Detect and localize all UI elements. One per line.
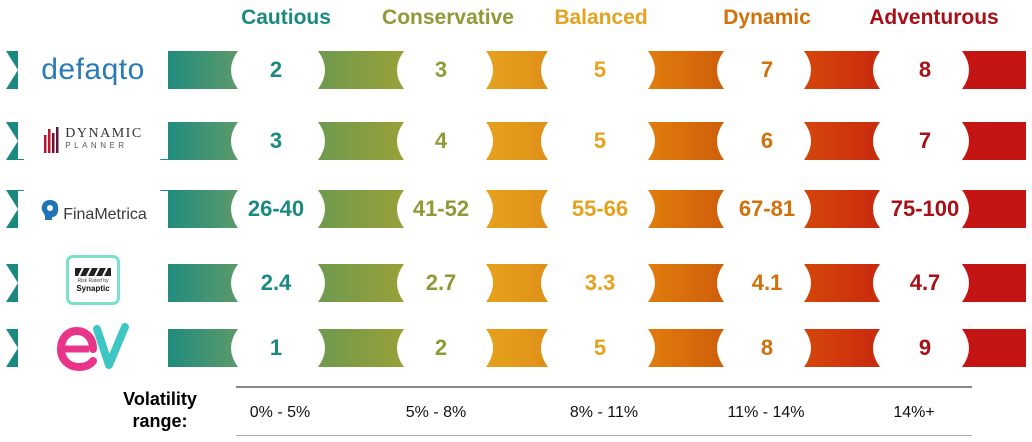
band-segment-cautious bbox=[160, 51, 238, 89]
volatility-balanced: 8% - 11% bbox=[569, 404, 639, 421]
band-right-cap bbox=[962, 190, 1026, 228]
value-conservative: 3 bbox=[434, 57, 448, 82]
ev-logo bbox=[18, 322, 168, 374]
synaptic-badge-icon: Risk Rated by Synaptic bbox=[66, 255, 120, 305]
band-segment-conservative bbox=[318, 122, 404, 160]
dynamic-planner-subname: PLANNER bbox=[65, 141, 128, 150]
band-right-cap bbox=[962, 264, 1026, 302]
band-segment-adventurous bbox=[804, 51, 880, 89]
header-conservative: Conservative bbox=[382, 6, 514, 29]
value-adventurous: 4.7 bbox=[909, 270, 941, 295]
band-segment-dynamic bbox=[648, 51, 724, 89]
value-balanced: 5 bbox=[593, 335, 607, 360]
header-balanced: Balanced bbox=[554, 6, 648, 29]
volatility-label: Volatility range: bbox=[123, 389, 197, 431]
synaptic-name: Risk Rated by bbox=[77, 277, 109, 284]
finametrica-wordmark: FinaMetrica bbox=[63, 206, 147, 223]
band-segment-adventurous bbox=[804, 122, 880, 160]
value-cautious: 2.4 bbox=[260, 270, 292, 295]
finametrica-logo: FinaMetrica bbox=[18, 191, 168, 229]
band-segment-balanced bbox=[486, 122, 548, 160]
footer-bottom-rule bbox=[236, 435, 972, 436]
value-balanced: 5 bbox=[593, 128, 607, 153]
value-conservative: 4 bbox=[434, 128, 448, 153]
value-cautious: 26-40 bbox=[247, 196, 305, 221]
band-segment-balanced bbox=[486, 51, 548, 89]
band-segment-balanced bbox=[486, 329, 548, 367]
value-cautious: 1 bbox=[269, 335, 283, 360]
dynamic-planner-bars-icon bbox=[44, 127, 59, 153]
volatility-cautious: 0% - 5% bbox=[249, 404, 311, 421]
value-adventurous: 9 bbox=[918, 335, 932, 360]
band-segment-cautious bbox=[160, 122, 238, 160]
value-balanced: 5 bbox=[593, 57, 607, 82]
band-segment-dynamic bbox=[648, 190, 724, 228]
dynamic-planner-logo: DYNAMIC PLANNER bbox=[18, 121, 168, 159]
band-segment-adventurous bbox=[804, 264, 880, 302]
synaptic-logo: Risk Rated by Synaptic bbox=[18, 253, 168, 307]
band-segment-conservative bbox=[318, 264, 404, 302]
band-segment-dynamic bbox=[648, 264, 724, 302]
value-balanced: 55-66 bbox=[571, 196, 629, 221]
header-adventurous: Adventurous bbox=[869, 6, 999, 29]
value-conservative: 2 bbox=[434, 335, 448, 360]
band-segment-conservative bbox=[318, 190, 404, 228]
value-dynamic: 8 bbox=[760, 335, 774, 360]
band-segment-conservative bbox=[318, 329, 404, 367]
volatility-adventurous: 14%+ bbox=[893, 404, 935, 421]
synaptic-subname: Synaptic bbox=[76, 283, 110, 293]
value-dynamic: 67-81 bbox=[738, 196, 796, 221]
band-right-cap bbox=[962, 329, 1026, 367]
value-conservative: 2.7 bbox=[425, 270, 457, 295]
volatility-conservative: 5% - 8% bbox=[405, 404, 467, 421]
value-balanced: 3.3 bbox=[584, 270, 616, 295]
dynamic-planner-name: DYNAMIC bbox=[65, 126, 143, 141]
finametrica-head-icon bbox=[41, 200, 59, 220]
defaqto-wordmark-icon: defaqto bbox=[41, 53, 145, 86]
value-adventurous: 8 bbox=[918, 57, 932, 82]
value-conservative: 41-52 bbox=[412, 196, 470, 221]
band-segment-dynamic bbox=[648, 329, 724, 367]
defaqto-logo: defaqto bbox=[18, 51, 168, 89]
synaptic-stripes-icon bbox=[75, 267, 111, 276]
band-segment-conservative bbox=[318, 51, 404, 89]
band-segment-cautious bbox=[160, 190, 238, 228]
value-adventurous: 7 bbox=[918, 128, 932, 153]
band-segment-dynamic bbox=[648, 122, 724, 160]
band-segment-cautious bbox=[160, 329, 238, 367]
value-dynamic: 6 bbox=[760, 128, 774, 153]
value-dynamic: 4.1 bbox=[751, 270, 783, 295]
volatility-dynamic: 11% - 14% bbox=[727, 404, 805, 421]
footer-top-rule bbox=[236, 386, 972, 388]
band-segment-balanced bbox=[486, 190, 548, 228]
band-right-cap bbox=[962, 122, 1026, 160]
band-segment-cautious bbox=[160, 264, 238, 302]
header-dynamic: Dynamic bbox=[723, 6, 811, 29]
value-cautious: 3 bbox=[269, 128, 283, 153]
band-segment-adventurous bbox=[804, 329, 880, 367]
value-adventurous: 75-100 bbox=[890, 196, 960, 221]
value-dynamic: 7 bbox=[760, 57, 774, 82]
header-cautious: Cautious bbox=[241, 6, 331, 29]
band-segment-balanced bbox=[486, 264, 548, 302]
band-segment-adventurous bbox=[804, 190, 880, 228]
band-right-cap bbox=[962, 51, 1026, 89]
value-cautious: 2 bbox=[269, 57, 283, 82]
ev-logo-icon bbox=[56, 323, 129, 372]
